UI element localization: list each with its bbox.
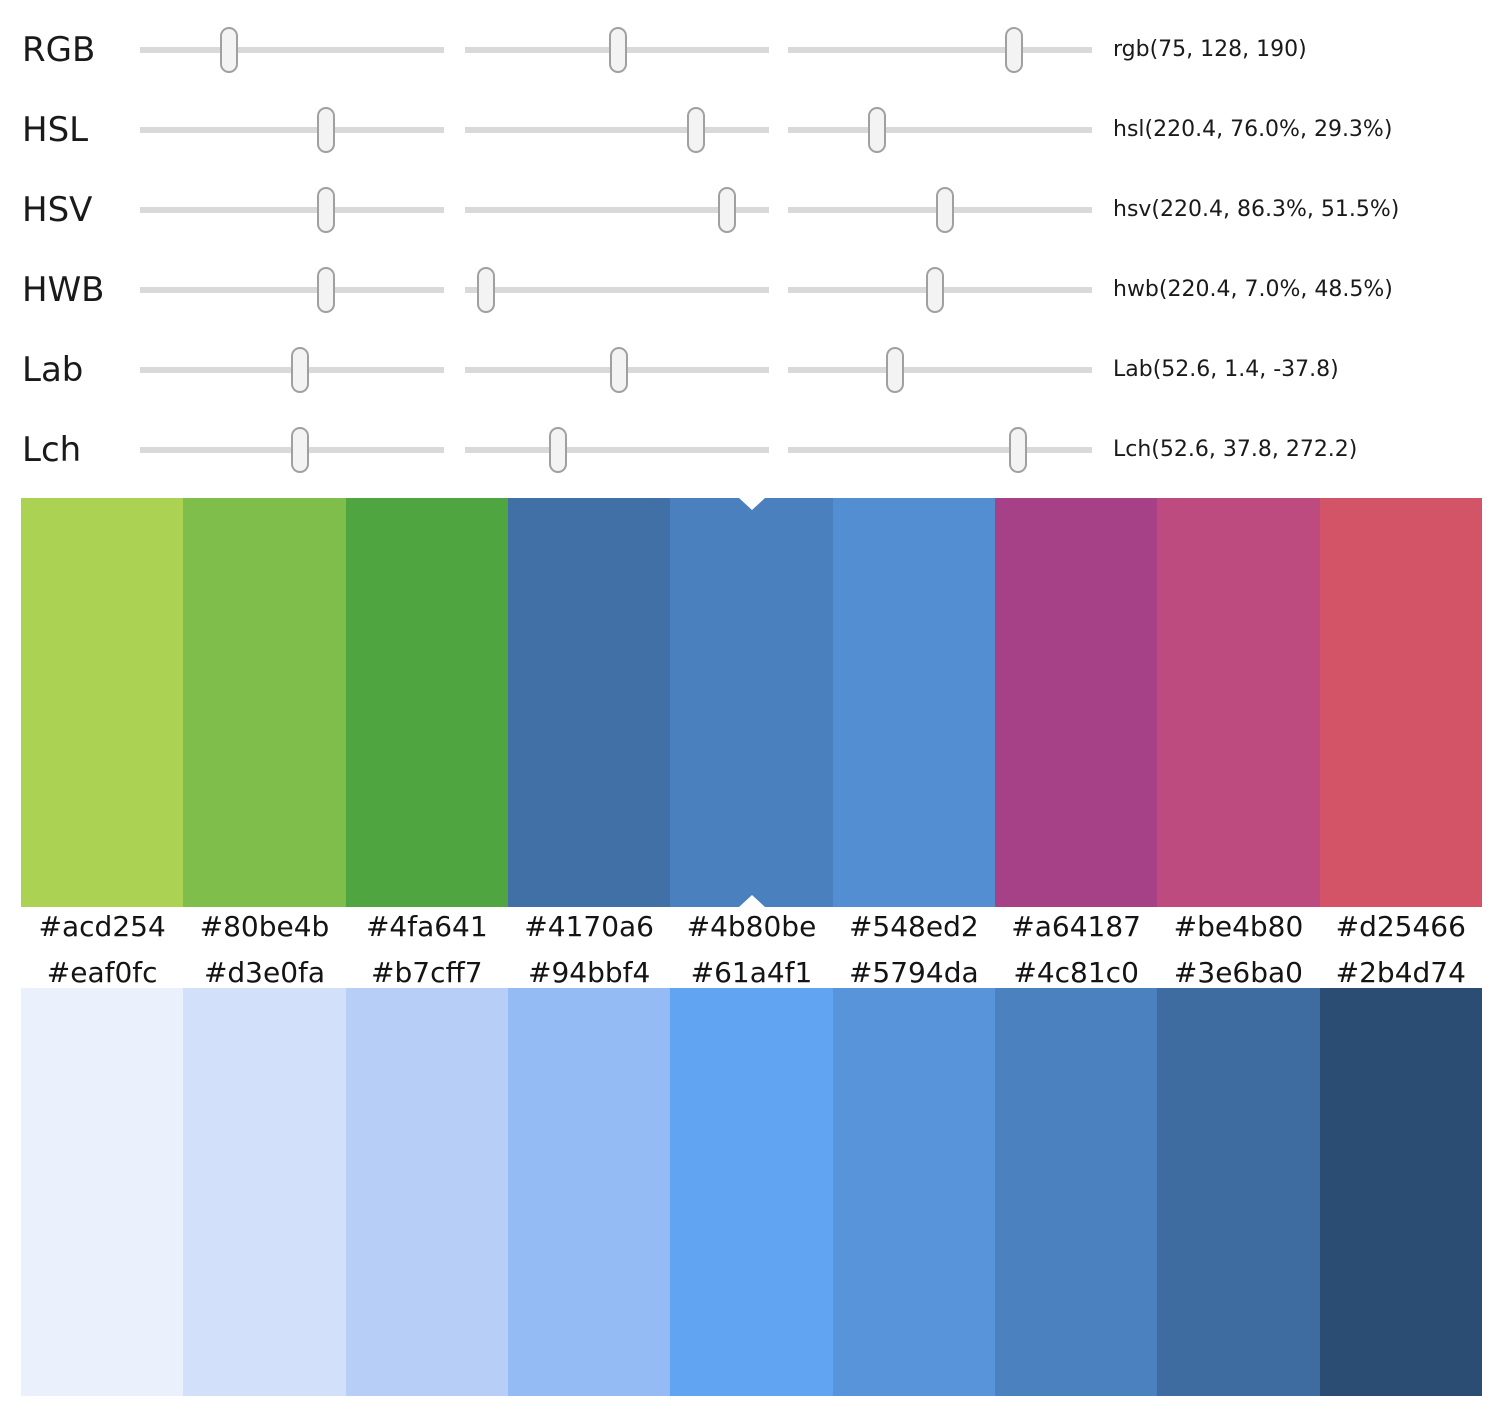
slider-thumb[interactable] [290, 427, 309, 473]
palette-bottom-hex-labels: #eaf0fc #d3e0fa #b7cff7 #94bbf4 #61a4f1 #5794… [21, 956, 1482, 990]
hex-label: #b7cff7 [371, 956, 483, 989]
swatch-4b80be[interactable] [670, 498, 833, 907]
palette-bottom [21, 988, 1482, 1396]
slider-value-text: Lch(52.6, 37.8, 272.2) [1113, 437, 1358, 462]
slider-row-lab: Lab Lab(52.6, 1.4, -37.8) [0, 330, 1501, 410]
swatch-eaf0fc[interactable] [21, 988, 184, 1396]
slider-track-2[interactable] [465, 187, 769, 233]
selected-swatch-notch-bottom-icon [738, 895, 765, 907]
slider-track-2[interactable] [465, 427, 769, 473]
slider-track-3[interactable] [788, 187, 1092, 233]
slider-track-1[interactable] [140, 27, 444, 73]
slider-thumb[interactable] [926, 267, 945, 313]
slider-value-text: rgb(75, 128, 190) [1113, 37, 1307, 62]
slider-thumb[interactable] [868, 107, 887, 153]
slider-row-label: HWB [22, 270, 105, 310]
slider-thumb[interactable] [1008, 427, 1027, 473]
slider-row-label: HSV [22, 190, 93, 230]
slider-track-2[interactable] [465, 347, 769, 393]
slider-value-text: hwb(220.4, 7.0%, 48.5%) [1113, 277, 1393, 302]
swatch-4fa641[interactable] [345, 498, 508, 907]
slider-thumb[interactable] [290, 347, 309, 393]
slider-thumb[interactable] [317, 267, 336, 313]
swatch-80be4b[interactable] [183, 498, 346, 907]
hex-label: #61a4f1 [690, 956, 813, 989]
swatch-61a4f1[interactable] [670, 988, 833, 1396]
swatch-be4b80[interactable] [1157, 498, 1320, 907]
palette-top-hex-labels: #acd254 #80be4b #4fa641 #4170a6 #4b80be #548e… [21, 910, 1482, 944]
slider-row-hsl: HSL hsl(220.4, 76.0%, 29.3%) [0, 90, 1501, 170]
slider-row-hsv: HSV hsv(220.4, 86.3%, 51.5%) [0, 170, 1501, 250]
slider-thumb[interactable] [477, 267, 496, 313]
hex-label: #d25466 [1335, 910, 1466, 943]
slider-thumb[interactable] [220, 27, 239, 73]
slider-value-text: Lab(52.6, 1.4, -37.8) [1113, 357, 1339, 382]
slider-track-2[interactable] [465, 107, 769, 153]
hex-label: #3e6ba0 [1173, 956, 1303, 989]
hex-label: #4c81c0 [1013, 956, 1139, 989]
swatch-4170a6[interactable] [507, 498, 671, 907]
slider-value-text: hsv(220.4, 86.3%, 51.5%) [1113, 197, 1400, 222]
slider-thumb[interactable] [608, 27, 627, 73]
slider-track-1[interactable] [140, 107, 444, 153]
slider-thumb[interactable] [935, 187, 954, 233]
hex-label: #80be4b [199, 910, 330, 943]
hex-label: #eaf0fc [46, 956, 158, 989]
slider-track-3[interactable] [788, 267, 1092, 313]
slider-thumb[interactable] [549, 427, 568, 473]
hex-label: #5794da [848, 956, 979, 989]
slider-row-label: RGB [22, 30, 96, 70]
slider-row-lch: Lch Lch(52.6, 37.8, 272.2) [0, 410, 1501, 490]
slider-track-2[interactable] [465, 267, 769, 313]
slider-track-1[interactable] [140, 267, 444, 313]
hex-label: #4170a6 [524, 910, 654, 943]
hex-label: #a64187 [1011, 910, 1141, 943]
palette-top [21, 498, 1482, 907]
swatch-2b4d74[interactable] [1319, 988, 1482, 1396]
hex-label: #4b80be [686, 910, 817, 943]
hex-label: #548ed2 [848, 910, 979, 943]
slider-track-1[interactable] [140, 187, 444, 233]
slider-row-label: Lch [22, 430, 82, 470]
slider-row-label: Lab [22, 350, 84, 390]
slider-thumb[interactable] [687, 107, 706, 153]
slider-track-1[interactable] [140, 427, 444, 473]
slider-row-label: HSL [22, 110, 89, 150]
swatch-3e6ba0[interactable] [1157, 988, 1320, 1396]
hex-label: #be4b80 [1173, 910, 1304, 943]
swatch-b7cff7[interactable] [345, 988, 508, 1396]
slider-track-2[interactable] [465, 27, 769, 73]
slider-value-text: hsl(220.4, 76.0%, 29.3%) [1113, 117, 1393, 142]
swatch-acd254[interactable] [21, 498, 184, 907]
slider-track-3[interactable] [788, 347, 1092, 393]
slider-track-3[interactable] [788, 107, 1092, 153]
swatch-d25466[interactable] [1319, 498, 1482, 907]
slider-panel: RGB rgb(75, 128, 190) HSL hsl(220.4, 76.0%,… [0, 0, 1501, 490]
slider-row-hwb: HWB hwb(220.4, 7.0%, 48.5%) [0, 250, 1501, 330]
hex-label: #94bbf4 [527, 956, 651, 989]
slider-thumb[interactable] [718, 187, 737, 233]
swatch-4c81c0[interactable] [994, 988, 1158, 1396]
slider-thumb[interactable] [317, 187, 336, 233]
hex-label: #acd254 [38, 910, 166, 943]
slider-row-rgb: RGB rgb(75, 128, 190) [0, 10, 1501, 90]
swatch-a64187[interactable] [994, 498, 1158, 907]
swatch-94bbf4[interactable] [507, 988, 671, 1396]
slider-track-1[interactable] [140, 347, 444, 393]
hex-label: #d3e0fa [203, 956, 326, 989]
swatch-548ed2[interactable] [832, 498, 995, 907]
slider-track-3[interactable] [788, 427, 1092, 473]
slider-thumb[interactable] [317, 107, 336, 153]
slider-track-3[interactable] [788, 27, 1092, 73]
hex-label: #4fa641 [365, 910, 488, 943]
slider-thumb[interactable] [1005, 27, 1024, 73]
selected-swatch-notch-top-icon [738, 498, 765, 510]
hex-label: #2b4d74 [1335, 956, 1466, 989]
swatch-d3e0fa[interactable] [183, 988, 346, 1396]
slider-thumb[interactable] [886, 347, 904, 393]
swatch-5794da[interactable] [832, 988, 995, 1396]
slider-thumb[interactable] [609, 347, 628, 393]
